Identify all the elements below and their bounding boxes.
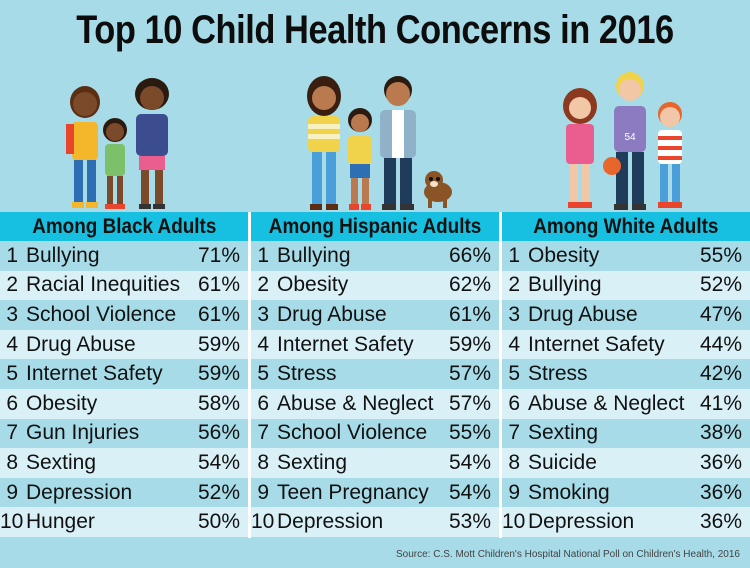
white-family-illustration: 54 [563,72,682,210]
list-item: 9 Teen Pregnancy 54% [251,477,499,508]
list-item: 3 Drug Abuse 61% [251,300,499,330]
jersey-number: 54 [624,132,636,143]
girl-figure [563,88,597,208]
list-item: 8 Suicide 36% [502,448,750,478]
list-item: 5 Stress 42% [502,359,750,389]
list-item: 7 Gun Injuries 56% [0,418,248,449]
list-item: 4 Internet Safety 59% [251,329,499,360]
ranking-list: 1 Obesity 55% 2 Bullying 52% 3 Drug Abuse 47% … [502,241,750,537]
list-item: 10 Hunger 50% [0,507,248,537]
list-item: 2 Racial Inequities 61% [0,270,248,301]
woman-figure [307,76,341,210]
list-item: 6 Abuse & Neglect 41% [502,388,750,419]
older-girl-figure [135,78,169,209]
boy-figure [66,86,100,208]
list-item: 10 Depression 36% [502,507,750,537]
list-item: 6 Abuse & Neglect 57% [251,388,499,419]
page-title: Top 10 Child Health Concerns in 2016 [76,8,674,52]
man-figure [380,76,416,210]
list-item: 6 Obesity 58% [0,388,248,419]
dog-figure [424,171,452,208]
column-divider [248,212,251,538]
column-black-adults: Among Black Adults 1 Bullying 71% 2 Racial … [0,212,248,537]
list-item: 3 Drug Abuse 47% [502,300,750,330]
column-hispanic-adults: Among Hispanic Adults 1 Bullying 66% 2 Obes… [251,212,499,537]
list-item: 2 Obesity 62% [251,270,499,301]
hispanic-family-illustration [307,76,452,210]
boy-figure [348,108,372,210]
list-item: 8 Sexting 54% [251,448,499,478]
list-item: 1 Obesity 55% [502,241,750,271]
list-item: 1 Bullying 66% [251,241,499,271]
list-item: 4 Drug Abuse 59% [0,329,248,360]
list-item: 1 Bullying 71% [0,241,248,271]
small-girl-figure [103,118,127,209]
list-item: 4 Internet Safety 44% [502,329,750,360]
column-header: Among White Adults [502,212,750,241]
list-item: 7 School Violence 55% [251,418,499,449]
ranking-list: 1 Bullying 71% 2 Racial Inequities 61% 3 Scho… [0,241,248,537]
basketball-icon [603,157,621,175]
list-item: 5 Internet Safety 59% [0,359,248,389]
column-divider [499,212,502,538]
list-item: 2 Bullying 52% [502,270,750,301]
list-item: 9 Depression 52% [0,477,248,508]
list-item: 8 Sexting 54% [0,448,248,478]
list-item: 7 Sexting 38% [502,418,750,449]
list-item: 10 Depression 53% [251,507,499,537]
source-note: Source: C.S. Mott Children's Hospital Na… [396,549,740,560]
column-white-adults: Among White Adults 1 Obesity 55% 2 Bullying… [502,212,750,537]
list-item: 9 Smoking 36% [502,477,750,508]
column-header: Among Hispanic Adults [251,212,499,241]
ranking-list: 1 Bullying 66% 2 Obesity 62% 3 Drug Abuse 61% … [251,241,499,537]
black-family-illustration [66,78,169,209]
young-boy-figure [658,102,682,208]
list-item: 3 School Violence 61% [0,300,248,330]
list-item: 5 Stress 57% [251,359,499,389]
column-header: Among Black Adults [0,212,248,241]
teen-boy-figure: 54 [603,72,646,210]
